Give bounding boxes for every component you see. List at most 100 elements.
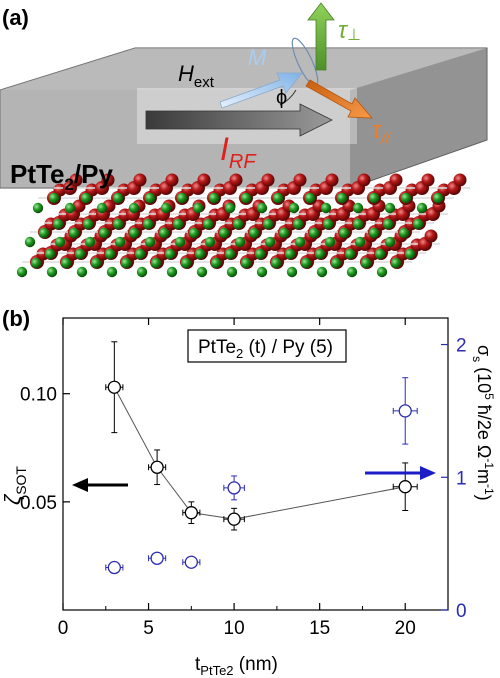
phi-label: ϕ: [276, 87, 287, 109]
te-atom: [76, 266, 88, 278]
te-atom: [158, 227, 170, 239]
pt-atom: [261, 173, 275, 187]
crystal-lattice-top-layer: [32, 173, 470, 214]
te-atom: [256, 266, 268, 278]
te-atom: [84, 236, 96, 248]
te-atom: [240, 192, 252, 204]
te-atom: [346, 266, 358, 278]
te-atom: [134, 248, 146, 260]
te-atom: [180, 257, 192, 269]
pt-atom: [424, 229, 438, 243]
te-atom: [166, 266, 178, 278]
te-atom: [98, 227, 110, 239]
te-atom: [382, 218, 394, 230]
te-atom: [218, 227, 230, 239]
te-atom: [360, 257, 372, 269]
x-tick-label: 20: [395, 618, 416, 639]
series-left: [105, 341, 418, 531]
te-atom: [226, 266, 238, 278]
te-atom: [174, 236, 186, 248]
pt-atom: [293, 173, 307, 187]
panel-a-schematic: (a) PtTe2/Py Hext M ϕ IRF τ⊥ τ//: [0, 2, 488, 278]
te-atom: [404, 248, 416, 260]
x-tick-label: 15: [309, 618, 330, 639]
te-atom: [128, 227, 140, 239]
data-point: [398, 480, 412, 494]
te-atom: [106, 266, 118, 278]
te-atom: [284, 248, 296, 260]
left-tick-label: 0.10: [20, 385, 57, 406]
pt-atom: [165, 173, 179, 187]
te-atom: [74, 248, 86, 260]
right-tick-label: 2: [456, 336, 467, 357]
te-atom: [16, 266, 28, 278]
hext-label: Hext: [178, 61, 215, 91]
pt-atom: [453, 173, 467, 187]
right-axis-ticks: 0 1 2: [441, 336, 467, 622]
data-series: [105, 341, 418, 575]
te-atom: [90, 257, 102, 269]
legend-text: PtTe2 (t) / Py (5): [198, 337, 333, 361]
te-atom: [248, 227, 260, 239]
te-atom: [368, 227, 380, 239]
te-atom: [374, 248, 386, 260]
te-atom: [54, 236, 66, 248]
te-atom: [46, 266, 58, 278]
te-atom: [234, 236, 246, 248]
te-atom: [400, 192, 412, 204]
te-atom: [354, 236, 366, 248]
te-atom: [104, 248, 116, 260]
pt-atom: [101, 173, 115, 187]
plot-frame: [62, 317, 449, 611]
right-tick-label: 0: [456, 601, 467, 622]
te-atom: [316, 266, 328, 278]
te-atom: [412, 218, 424, 230]
left-y-axis-label: ζSOT: [0, 466, 29, 505]
data-point: [227, 481, 241, 495]
te-atom: [286, 266, 298, 278]
te-atom: [352, 218, 364, 230]
te-atom: [136, 266, 148, 278]
te-atom: [270, 257, 282, 269]
te-atom: [128, 202, 140, 214]
left-axis-arrow: [72, 478, 128, 492]
panel-b-chart: 0 5 10 15 20 0.05 0.10 0 1 2 PtTe2 (t) / Py (5)…: [0, 306, 496, 678]
te-atom: [314, 248, 326, 260]
te-atom: [210, 257, 222, 269]
te-atom: [112, 218, 124, 230]
m-label: M: [248, 45, 267, 70]
te-atom: [48, 192, 60, 204]
te-atom: [384, 236, 396, 248]
x-tick-label: 0: [58, 618, 69, 639]
te-atom: [262, 218, 274, 230]
current-arrow: [145, 103, 333, 137]
phi-arc: [279, 89, 297, 106]
sample-label: PtTe2/Py: [10, 159, 113, 194]
te-atom: [38, 227, 50, 239]
data-point: [398, 404, 412, 418]
left-tick-label: 0.05: [20, 493, 57, 514]
te-atom: [144, 236, 156, 248]
te-atom: [308, 227, 320, 239]
te-atom: [80, 192, 92, 204]
te-atom: [192, 202, 204, 214]
panel-a-label: (a): [2, 5, 29, 30]
current-label: IRF: [220, 131, 257, 173]
te-atom: [96, 202, 108, 214]
panel-b-label: (b): [2, 306, 30, 331]
te-atom: [278, 227, 290, 239]
te-atom: [160, 202, 172, 214]
te-atom: [300, 257, 312, 269]
tau-perp-label: τ⊥: [338, 17, 361, 44]
pt-atom: [133, 173, 147, 187]
data-point: [150, 460, 164, 474]
pt-atom: [389, 173, 403, 187]
te-atom: [142, 218, 154, 230]
te-atom: [324, 236, 336, 248]
te-atom: [120, 257, 132, 269]
te-atom: [304, 192, 316, 204]
data-point: [227, 512, 241, 526]
right-axis-arrow: [365, 466, 436, 480]
te-atom: [232, 218, 244, 230]
te-atom: [114, 236, 126, 248]
